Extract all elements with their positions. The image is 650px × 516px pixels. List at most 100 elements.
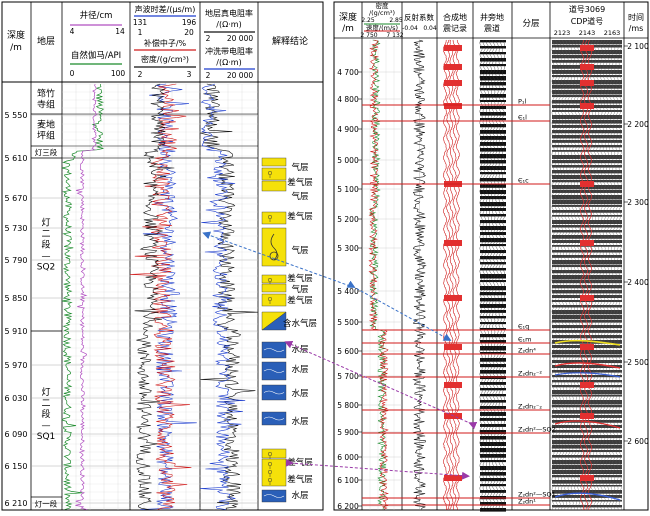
gas-symbol (270, 233, 278, 261)
cdp-trace (577, 39, 580, 511)
cdp-reflector (552, 490, 622, 494)
synthetic-peak (444, 382, 462, 388)
arrow-sq2-blue (346, 280, 452, 341)
gas-symbol (267, 477, 273, 483)
right-synthetic-panel: 深度 /m 密度 /(g/cm³) 2.25 2.85 速度/(m/s) 2 7… (333, 1, 649, 512)
arrow-dn1-purple (285, 458, 470, 480)
synthetic-header: 合成地 震记录 (443, 12, 467, 33)
rxo-unit: /(Ω·m) (216, 58, 241, 67)
density-label: 密度 (376, 1, 390, 10)
wellside-band (480, 88, 506, 91)
gas-symbol (269, 251, 279, 261)
depth-tick-label: 5 970 (5, 361, 28, 370)
wellside-l2: 震道 (484, 23, 500, 33)
cdp-reflector (552, 370, 622, 373)
wellside-band (480, 160, 506, 164)
conclusion-label: 差气层 (287, 211, 313, 222)
wellside-band (480, 268, 506, 271)
conclusion-label: 差气层 (287, 177, 313, 188)
rt-unit: /(Ω·m) (216, 20, 241, 29)
track2-header: 声波时差/(μs/m) 131 196 1 20 补偿中子/% 密度/(g/cm… (133, 4, 197, 79)
synthetic-trace (455, 39, 460, 511)
strata-header: 地层 (37, 35, 55, 47)
pick-yellow (554, 339, 621, 346)
wellside-band (480, 454, 506, 458)
gas-symbol (267, 469, 273, 475)
r-depth-tick-label: 4 800 (337, 95, 359, 104)
cdp-reflector (552, 115, 622, 120)
wellside-band (480, 286, 506, 291)
strata-label: 灯 (41, 387, 50, 398)
r-depth-tick-label: 4 700 (337, 68, 359, 77)
strata-label: 灯一段 (35, 499, 58, 509)
depth-tick-label: 6 210 (5, 499, 28, 508)
horizon-label: Z₂dn₂⁻₂ (518, 403, 542, 411)
cdp-reflector (552, 355, 622, 358)
cdp-synthetic-peak (580, 240, 594, 246)
wellside-band (480, 280, 506, 283)
cdp-trace (561, 39, 564, 511)
wellside-band (480, 82, 506, 86)
strata-label: 段 (41, 239, 50, 251)
cdp-inserted-trace (580, 40, 584, 511)
cdp-reflector (552, 190, 622, 193)
wellside-band (480, 322, 506, 325)
cdp-reflector (552, 145, 622, 148)
cdp-synthetic-peak (580, 344, 594, 350)
cdp-inserted-trace (588, 39, 592, 511)
wellside-band (480, 484, 506, 487)
cdp-reflector (552, 40, 622, 45)
cnl-max: 20 (184, 28, 194, 37)
gas-symbol (267, 451, 273, 457)
r-depth-tick-label: 5 800 (337, 401, 359, 410)
cdp-reflector (552, 365, 622, 369)
strata-label: 寺组 (37, 99, 55, 111)
cdp-synthetic-peak (580, 45, 594, 51)
right-log-curves (368, 39, 427, 510)
conclusion-label: 水层 (291, 364, 308, 375)
cdp-trace (606, 39, 609, 511)
density-header: 密度 /(g/cm³) 2.25 2.85 速度/(m/s) 2 750 7 1… (360, 1, 403, 39)
cdp-reflector (552, 300, 622, 303)
water-symbol (263, 369, 285, 373)
arrow-sq1-purple (284, 340, 478, 430)
time-header: 时间 /ms (628, 12, 644, 33)
cdp-reflector (552, 450, 622, 453)
reflection-max: 0.04 (423, 25, 437, 32)
cdp-trace (602, 39, 606, 511)
ac-curve (140, 83, 197, 510)
track3-header: 地层真电阻率 /(Ω·m) 2 20 000 冲洗带电阻率 /(Ω·m) 2 2… (204, 8, 255, 80)
rxo-max: 20 000 (227, 71, 253, 80)
cdp-synthetic-peak (580, 475, 594, 481)
cdp-inserted-trace (584, 39, 588, 511)
wellside-band (480, 46, 506, 49)
water-symbol (263, 416, 285, 421)
wellside-band (480, 364, 506, 368)
wellside-trace (479, 39, 506, 512)
cdp-reflector (552, 225, 622, 228)
cdp-reflector (552, 320, 622, 323)
cdp-reflector (552, 230, 622, 233)
wellside-band (480, 238, 506, 243)
time-tick-label: 2 300 (627, 198, 649, 207)
gas-symbol (267, 214, 273, 220)
synthetic-peak (444, 295, 462, 301)
rt-max: 20 000 (227, 34, 253, 43)
conclusion-label: 气层 (291, 245, 308, 256)
pick-blue-2 (554, 492, 621, 501)
conclusion-label: 气层 (291, 191, 308, 202)
wellside-band (480, 472, 506, 476)
wellside-trace-line (501, 39, 505, 511)
cdp-header: 道号3069 CDP道号 2123 2143 2163 (554, 4, 621, 37)
conclusion-label: 气层 (291, 284, 308, 295)
cdp-reflector (552, 255, 622, 258)
left-depth-header: 深度 /m (7, 29, 25, 53)
cdp-reflector (552, 360, 622, 364)
synthetic-l1: 合成地 (443, 12, 467, 22)
depth-tick-label: 5 850 (5, 294, 28, 303)
gr-label: 自然伽马/API (71, 50, 121, 61)
reflection-min: -0.04 (402, 25, 418, 32)
r-depth-tick-label: 5 600 (337, 347, 359, 356)
layering-header: 分层 (522, 19, 539, 29)
den-label: 密度/(g/cm³) (141, 54, 189, 64)
